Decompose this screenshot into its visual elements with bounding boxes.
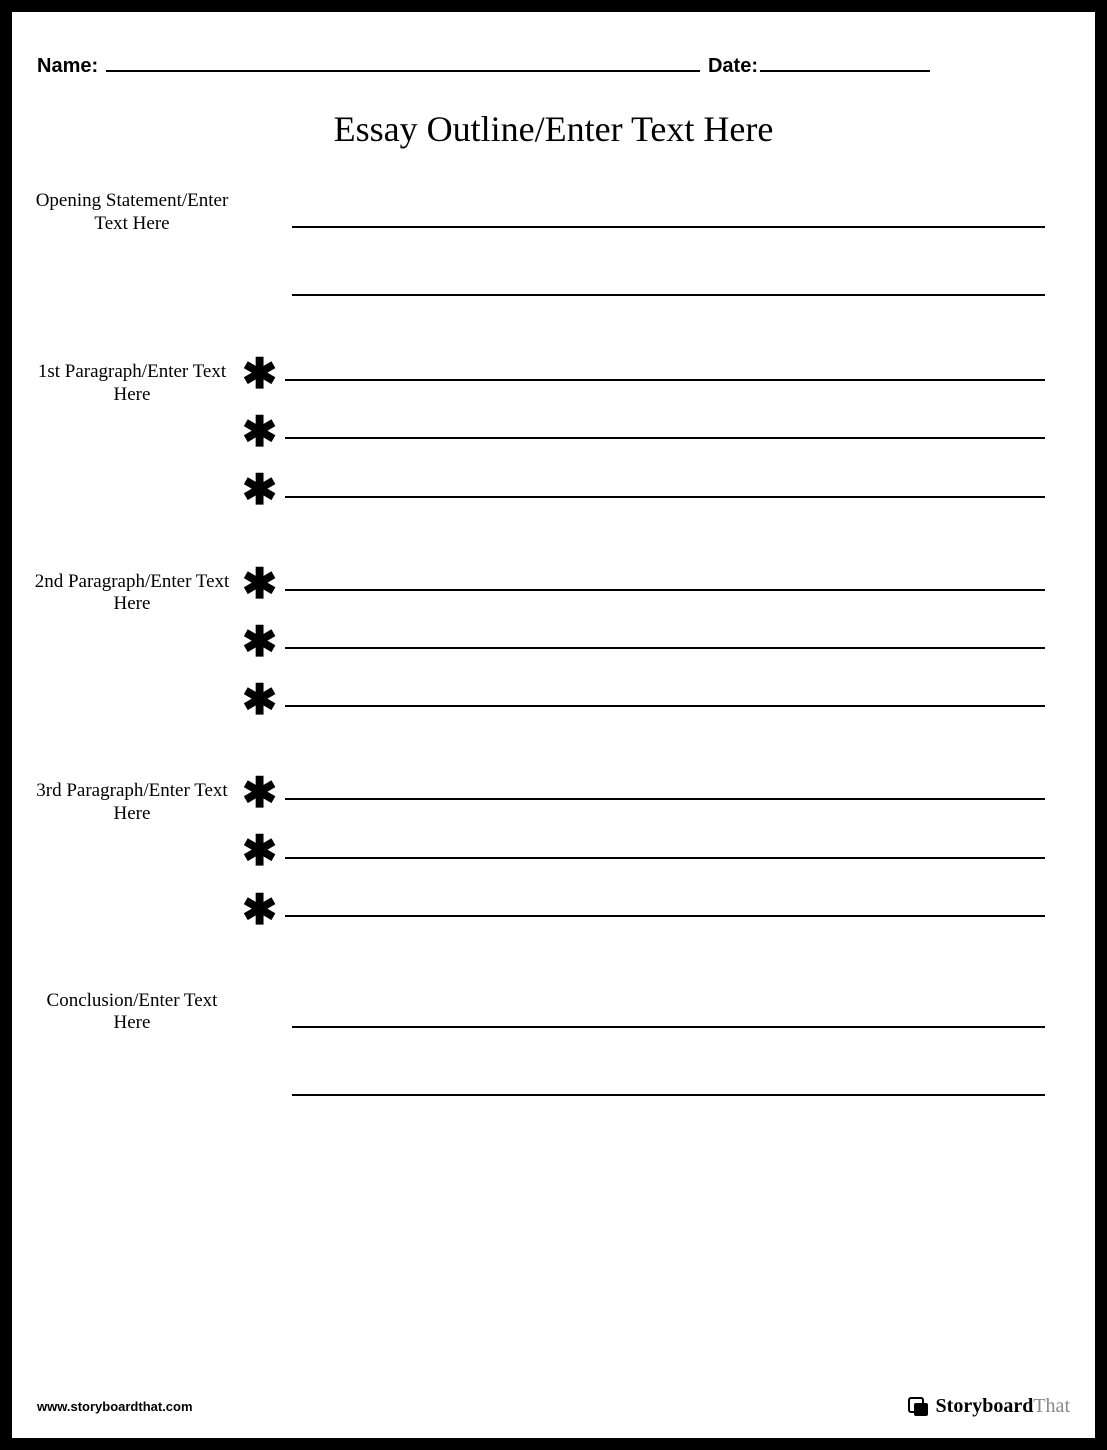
conclusion-label: Conclusion/Enter Text Here — [32, 990, 242, 1126]
name-label: Name: — [37, 55, 98, 78]
p1-content: ✱ ✱ ✱ — [242, 361, 1075, 536]
asterisk-icon: ✱ — [242, 477, 277, 502]
asterisk-icon: ✱ — [242, 419, 277, 444]
writing-line[interactable] — [285, 437, 1045, 439]
bullet-line: ✱ — [242, 477, 1045, 497]
writing-line[interactable] — [285, 915, 1045, 917]
bullet-line: ✱ — [242, 897, 1045, 917]
opening-content — [242, 190, 1075, 326]
date-field-group: Date: — [708, 52, 930, 78]
p2-content: ✱ ✱ ✱ — [242, 571, 1075, 746]
section-paragraph-2: 2nd Paragraph/Enter Text Here ✱ ✱ ✱ — [32, 571, 1075, 746]
bullet-line: ✱ — [242, 838, 1045, 858]
logo-bold: Storyboard — [936, 1395, 1034, 1417]
writing-line[interactable] — [285, 647, 1045, 649]
writing-line[interactable] — [292, 190, 1045, 228]
asterisk-icon: ✱ — [242, 897, 277, 922]
writing-line[interactable] — [285, 379, 1045, 381]
writing-line[interactable] — [292, 1058, 1045, 1096]
footer-logo: StoryboardThat — [908, 1395, 1070, 1418]
asterisk-icon: ✱ — [242, 571, 277, 596]
p2-label: 2nd Paragraph/Enter Text Here — [32, 571, 242, 746]
bullet-line: ✱ — [242, 419, 1045, 439]
date-input-line[interactable] — [760, 52, 930, 72]
footer-url: www.storyboardthat.com — [37, 1399, 193, 1414]
writing-line[interactable] — [285, 798, 1045, 800]
p3-label: 3rd Paragraph/Enter Text Here — [32, 780, 242, 955]
bullet-line: ✱ — [242, 629, 1045, 649]
name-input-line[interactable] — [106, 52, 700, 72]
asterisk-icon: ✱ — [242, 629, 277, 654]
asterisk-icon: ✱ — [242, 361, 277, 386]
writing-line[interactable] — [292, 990, 1045, 1028]
writing-line[interactable] — [292, 258, 1045, 296]
bullet-line: ✱ — [242, 780, 1045, 800]
section-paragraph-1: 1st Paragraph/Enter Text Here ✱ ✱ ✱ — [32, 361, 1075, 536]
logo-light: That — [1033, 1395, 1070, 1417]
bullet-line: ✱ — [242, 687, 1045, 707]
footer: www.storyboardthat.com StoryboardThat — [37, 1395, 1070, 1418]
name-field-group: Name: — [37, 52, 700, 78]
section-paragraph-3: 3rd Paragraph/Enter Text Here ✱ ✱ ✱ — [32, 780, 1075, 955]
writing-line[interactable] — [285, 857, 1045, 859]
logo-text: StoryboardThat — [936, 1395, 1070, 1418]
asterisk-icon: ✱ — [242, 780, 277, 805]
worksheet-title: Essay Outline/Enter Text Here — [32, 108, 1075, 150]
p3-content: ✱ ✱ ✱ — [242, 780, 1075, 955]
bullet-line: ✱ — [242, 361, 1045, 381]
storyboard-icon — [908, 1397, 930, 1417]
bullet-line: ✱ — [242, 571, 1045, 591]
writing-line[interactable] — [285, 496, 1045, 498]
worksheet-page: Name: Date: Essay Outline/Enter Text Her… — [12, 12, 1095, 1438]
section-conclusion: Conclusion/Enter Text Here — [32, 990, 1075, 1126]
p1-label: 1st Paragraph/Enter Text Here — [32, 361, 242, 536]
conclusion-content — [242, 990, 1075, 1126]
header-row: Name: Date: — [32, 52, 1075, 78]
writing-line[interactable] — [285, 589, 1045, 591]
opening-label: Opening Statement/Enter Text Here — [32, 190, 242, 326]
asterisk-icon: ✱ — [242, 687, 277, 712]
date-label: Date: — [708, 55, 758, 78]
writing-line[interactable] — [285, 705, 1045, 707]
asterisk-icon: ✱ — [242, 838, 277, 863]
section-opening: Opening Statement/Enter Text Here — [32, 190, 1075, 326]
